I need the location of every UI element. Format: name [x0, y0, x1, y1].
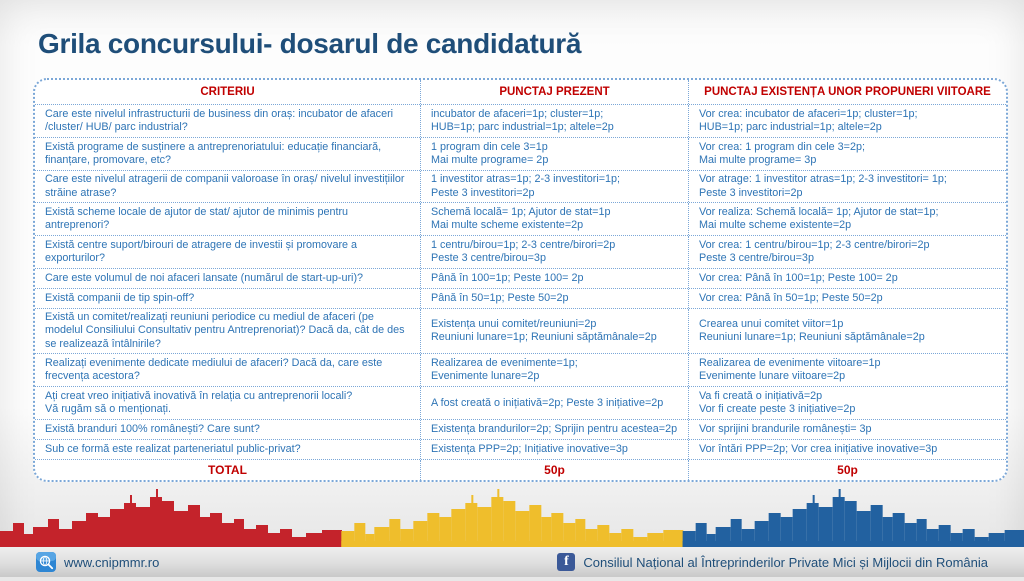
table-row: Realizați evenimente dedicate mediului d… [35, 353, 1006, 387]
future-score-cell: Vor crea: 1 centru/birou=1p; 2-3 centre/… [688, 236, 1006, 268]
present-score-cell: Schemă locală= 1p; Ajutor de stat=1p Mai… [420, 203, 688, 236]
scoring-table: CRITERIU PUNCTAJ PREZENT PUNCTAJ EXISTEN… [33, 78, 1008, 482]
criteria-cell: Există programe de susținere a antrepren… [45, 140, 382, 166]
criteria-cell: Există companii de tip spin-off? [45, 291, 195, 304]
future-score-cell: Vor atrage: 1 investitor atras=1p; 2-3 i… [688, 170, 1006, 203]
table-row: Sub ce formă este realizat parteneriatul… [35, 438, 1006, 459]
header-cell-criteriu: CRITERIU [200, 86, 255, 98]
criteria-cell: Există scheme locale de ajutor de stat/ … [45, 206, 349, 232]
table-total-row: TOTAL 50p 50p [35, 458, 1006, 480]
future-score-cell: Crearea unui comitet viitor=1p Reuniuni … [688, 308, 1006, 354]
city-skyline-graphic [0, 489, 1024, 547]
table-row: Există centre suport/birouri de atragere… [35, 235, 1006, 268]
future-score-cell: Vor crea: 1 program din cele 3=2p; Mai m… [688, 137, 1006, 170]
present-score-cell: A fost creată o inițiativă=2p; Peste 3 i… [420, 387, 688, 420]
future-score-cell: Vor crea: Până în 50=1p; Peste 50=2p [688, 288, 1006, 308]
header-cell-punctaj-prezent: PUNCTAJ PREZENT [420, 80, 688, 105]
future-score-cell: Vor crea: incubator de afaceri=1p; clust… [688, 105, 1006, 137]
criteria-cell: Care este volumul de noi afaceri lansate… [45, 271, 364, 284]
total-present-score: 50p [420, 459, 688, 480]
table-row: Există programe de susținere a antrepren… [35, 136, 1006, 170]
total-future-score: 50p [688, 459, 1006, 480]
table-row: Care este nivelul infrastructurii de bus… [35, 104, 1006, 137]
criteria-cell: Există un comitet/realizați reuniuni per… [45, 311, 405, 350]
criteria-cell: Realizați evenimente dedicate mediului d… [45, 357, 383, 383]
table-row: Există branduri 100% românești? Care sun… [35, 419, 1006, 439]
future-score-cell: Va fi creată o inițiativă=2p Vor fi crea… [688, 387, 1006, 420]
criteria-cell: Există branduri 100% românești? Care sun… [45, 422, 260, 435]
criteria-cell: Sub ce formă este realizat parteneriatul… [45, 442, 301, 455]
present-score-cell: Existența brandurilor=2p; Sprijin pentru… [420, 420, 688, 439]
table-row: Care este volumul de noi afaceri lansate… [35, 268, 1006, 288]
website-link[interactable]: www.cnipmmr.ro [64, 554, 160, 570]
table-row: Ați creat vreo inițiativă inovativă în r… [35, 386, 1006, 420]
criteria-cell: Ați creat vreo inițiativă inovativă în r… [45, 389, 353, 416]
criteria-cell: Care este nivelul infrastructurii de bus… [45, 107, 394, 133]
present-score-cell: incubator de afaceri=1p; cluster=1p; HUB… [420, 105, 688, 137]
present-score-cell: 1 investitor atras=1p; 2-3 investitori=1… [420, 170, 688, 203]
future-score-cell: Vor realiza: Schemă locală= 1p; Ajutor d… [688, 203, 1006, 236]
present-score-cell: 1 centru/birou=1p; 2-3 centre/birori=2p … [420, 236, 688, 268]
present-score-cell: Până în 100=1p; Peste 100= 2p [420, 269, 688, 288]
table-row: Există scheme locale de ajutor de stat/ … [35, 202, 1006, 236]
present-score-cell: Realizarea de evenimente=1p; Evenimente … [420, 354, 688, 387]
facebook-icon: f [557, 553, 576, 571]
present-score-cell: 1 program din cele 3=1p Mai multe progra… [420, 137, 688, 170]
present-score-cell: Existența unui comitet/reuniuni=2p Reuni… [420, 308, 688, 354]
table-row: Există un comitet/realizați reuniuni per… [35, 307, 1006, 354]
footer-bar: www.cnipmmr.ro f Consiliul Național al Î… [0, 547, 1024, 581]
total-label: TOTAL [208, 462, 247, 477]
page-title: Grila concursului- dosarul de candidatur… [38, 28, 582, 59]
present-score-cell: Până în 50=1p; Peste 50=2p [420, 288, 688, 308]
header-cell-punctaj-viitor: PUNCTAJ EXISTENȚA UNOR PROPUNERI VIITOAR… [688, 80, 1006, 105]
future-score-cell: Vor sprijini brandurile românești= 3p [688, 420, 1006, 439]
criteria-cell: Există centre suport/birouri de atragere… [45, 238, 358, 265]
criteria-cell: Care este nivelul atragerii de companii … [45, 173, 405, 199]
present-score-cell: Existența PPP=2p; Inițiative inovative=3… [420, 439, 688, 459]
future-score-cell: Vor crea: Până în 100=1p; Peste 100= 2p [688, 269, 1006, 288]
table-row: Există companii de tip spin-off? Până în … [35, 287, 1006, 308]
future-score-cell: Vor întări PPP=2p; Vor crea inițiative i… [688, 439, 1006, 459]
table-row: Care este nivelul atragerii de companii … [35, 169, 1006, 203]
table-header-row: CRITERIU PUNCTAJ PREZENT PUNCTAJ EXISTEN… [35, 80, 1006, 105]
facebook-link[interactable]: Consiliul Național al Întreprinderilor P… [583, 554, 988, 570]
future-score-cell: Realizarea de evenimente viitoare=1p Eve… [688, 354, 1006, 387]
globe-search-icon [36, 552, 56, 572]
